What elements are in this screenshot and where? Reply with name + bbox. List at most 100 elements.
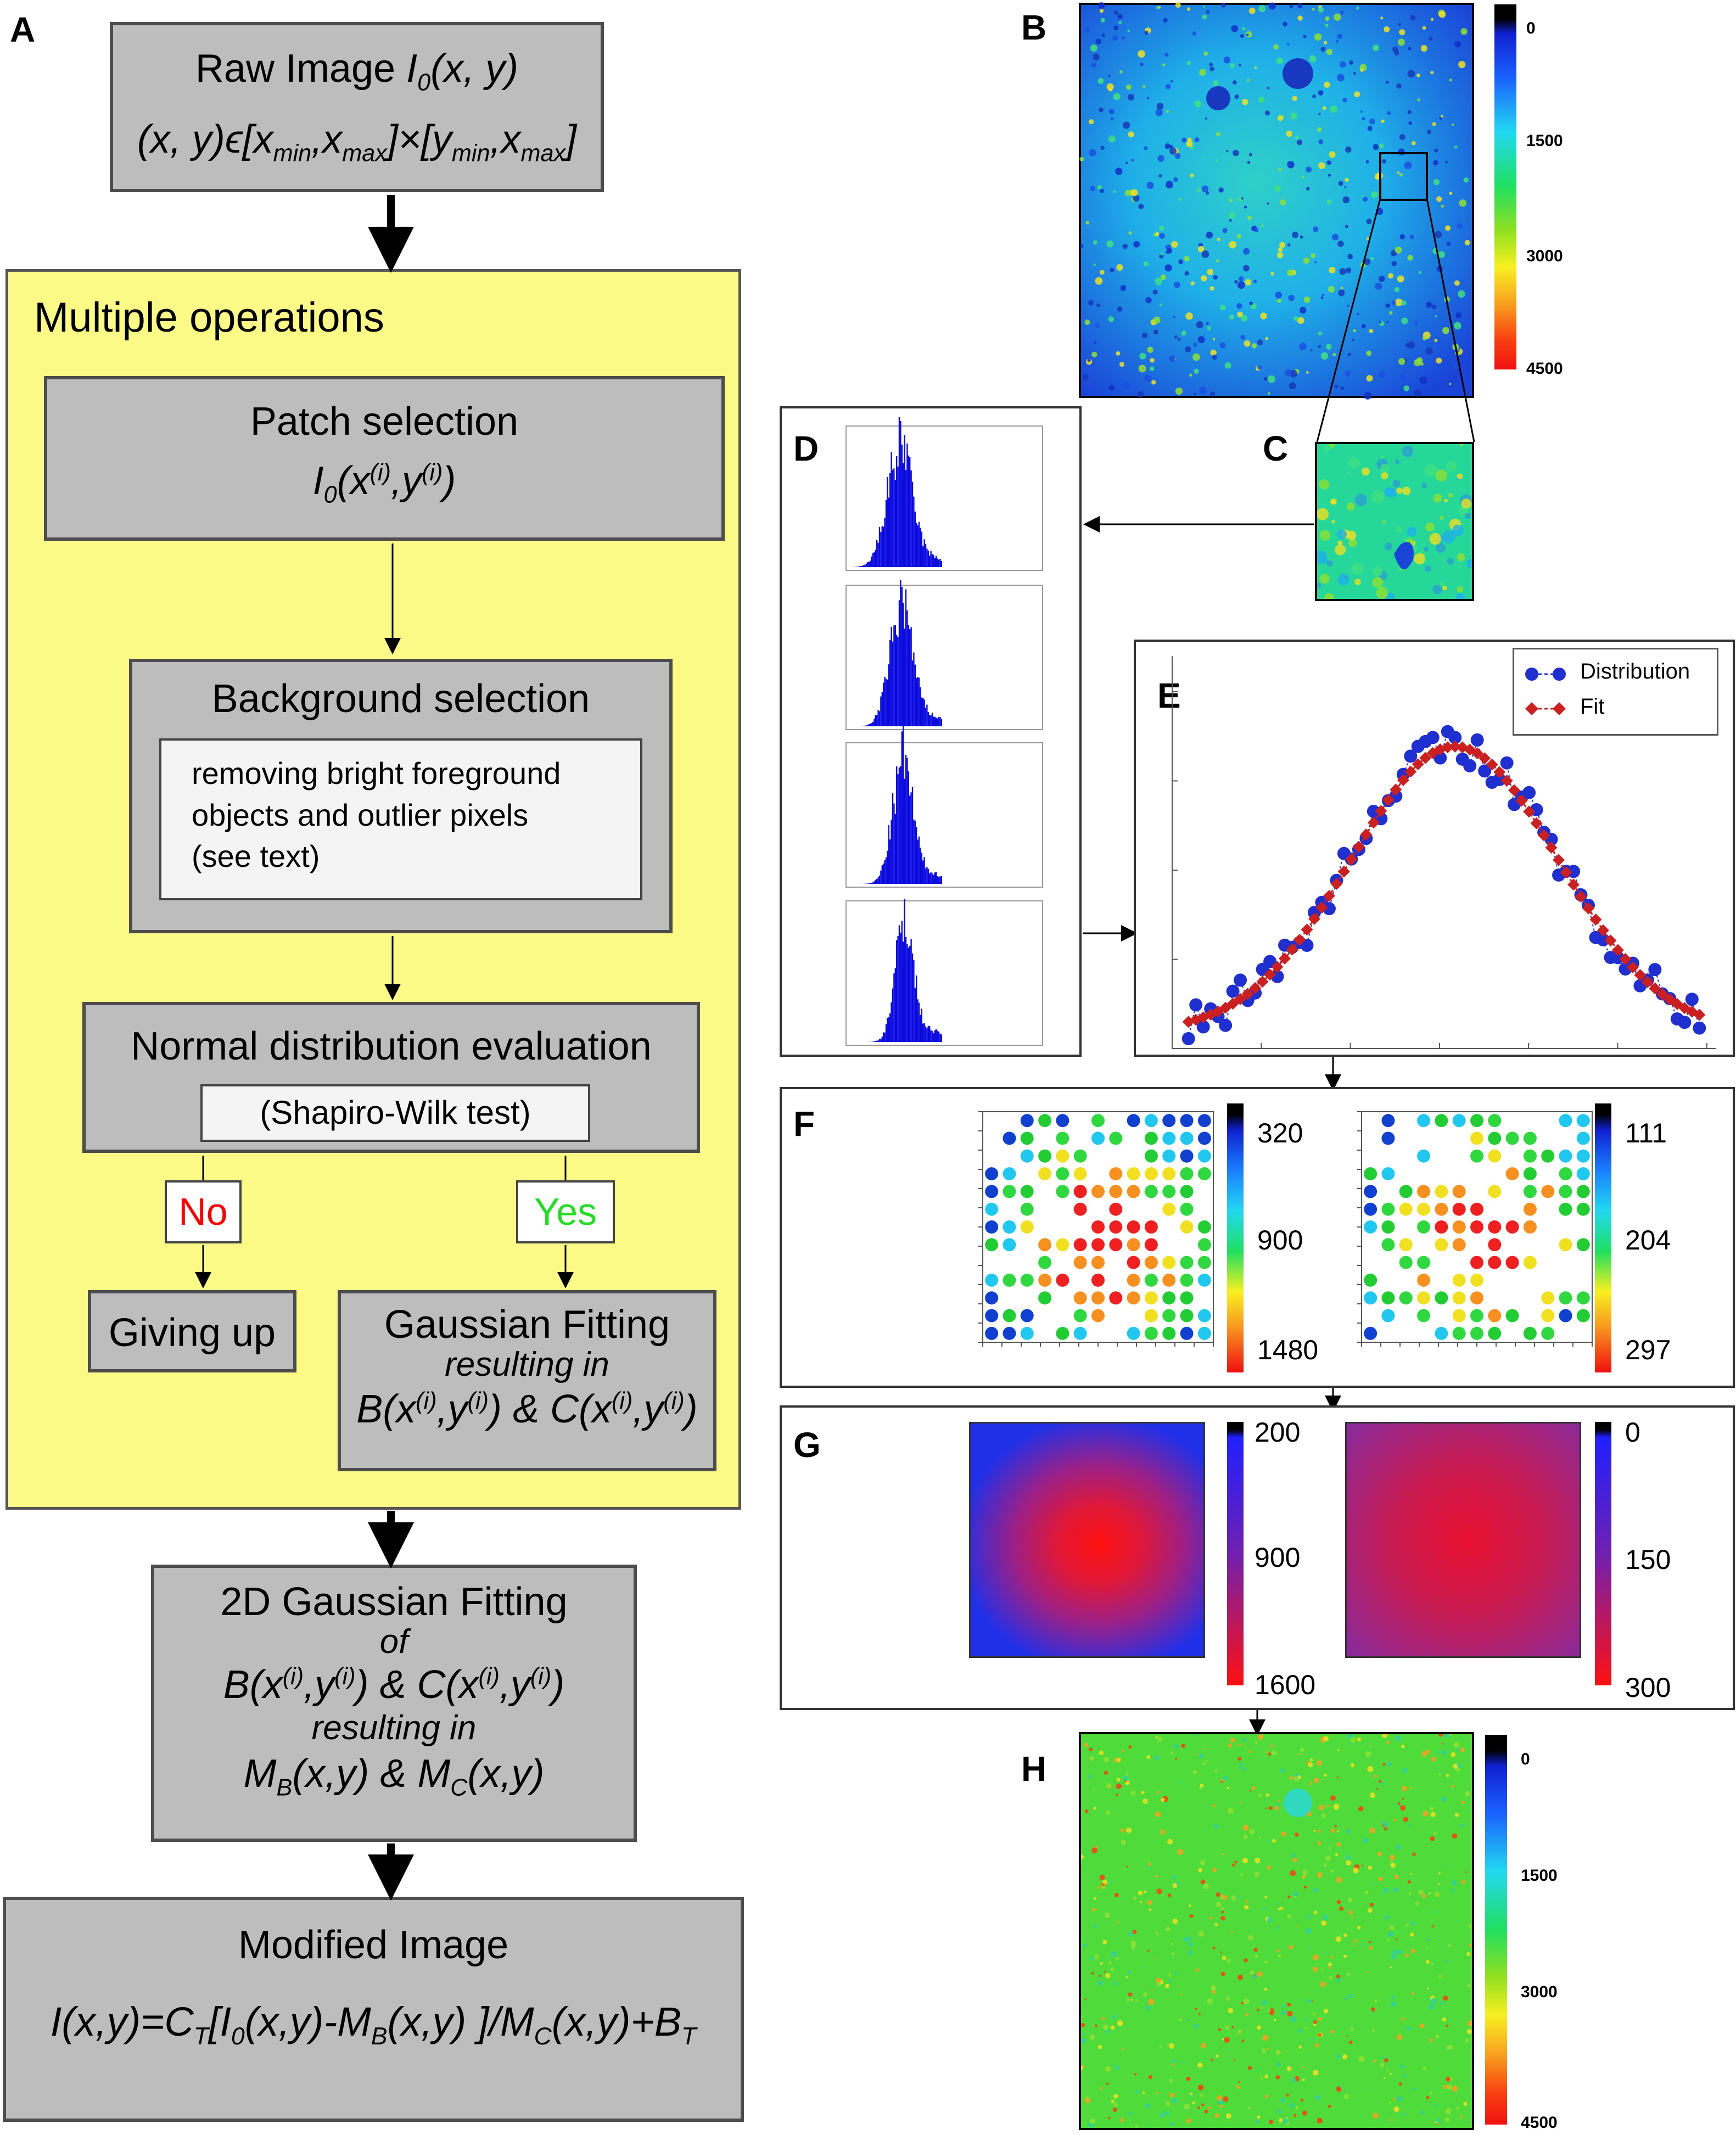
- histogram-bar: [896, 940, 898, 1042]
- histogram-bar: [870, 883, 871, 884]
- speckle: [1330, 1828, 1335, 1833]
- histogram-bar: [901, 731, 903, 884]
- distribution-point: [1219, 1018, 1233, 1032]
- histogram-bar: [909, 945, 911, 1042]
- histogram-bar: [914, 664, 916, 726]
- map-dot: [1197, 1309, 1211, 1323]
- speckle: [1287, 1895, 1291, 1899]
- speckle: [1297, 317, 1304, 324]
- map-dot: [1559, 1291, 1572, 1305]
- histogram-bar: [887, 477, 888, 567]
- gaussian-2d-resulting: resulting in: [311, 1708, 477, 1747]
- map-dot: [1127, 1291, 1140, 1305]
- map-dot: [1452, 1291, 1466, 1305]
- speckle: [1312, 2070, 1319, 2076]
- speckle: [1312, 1966, 1318, 1972]
- colorbar-h-tick-2: 3000: [1521, 1983, 1558, 2001]
- speckle: [1174, 335, 1178, 339]
- speckle: [1326, 1805, 1330, 1808]
- speckle: [1396, 1938, 1398, 1940]
- map-dot: [1523, 1149, 1537, 1163]
- histogram-bar: [917, 676, 919, 726]
- map-dot: [1576, 1167, 1590, 1181]
- fit-point: [1367, 816, 1380, 829]
- speckle: [1189, 373, 1192, 377]
- speckle: [1287, 2010, 1293, 2016]
- map-dot: [1576, 1185, 1590, 1198]
- speckle: [1382, 1763, 1386, 1766]
- map-dot: [1020, 1273, 1034, 1287]
- map-dot: [1576, 1238, 1590, 1252]
- map-dot: [1038, 1238, 1052, 1252]
- speckle: [1201, 2042, 1207, 2048]
- speckle: [1391, 1954, 1396, 1960]
- speckle: [1237, 1757, 1242, 1761]
- histogram-bar: [887, 850, 888, 884]
- map-dot: [1488, 1309, 1502, 1323]
- speckle: [1128, 231, 1132, 235]
- speckle: [1433, 494, 1442, 503]
- speckle: [1334, 1825, 1337, 1828]
- speckle: [1231, 1931, 1233, 1934]
- speckle: [1342, 97, 1347, 103]
- distribution-point: [1522, 786, 1536, 799]
- speckle: [1441, 204, 1444, 208]
- speckle: [1099, 189, 1104, 193]
- map-dot: [1020, 1131, 1034, 1145]
- speckle: [1253, 279, 1257, 283]
- speckle: [1398, 2082, 1402, 2086]
- speckle: [1323, 1863, 1328, 1867]
- histogram-bar: [868, 883, 870, 884]
- speckle: [1165, 2101, 1171, 2106]
- speckle: [1447, 2084, 1452, 2090]
- speckle: [1079, 156, 1084, 162]
- speckle: [1143, 1992, 1148, 1997]
- speckle: [1147, 1862, 1151, 1866]
- speckle: [1265, 1807, 1268, 1809]
- speckle: [1110, 2025, 1115, 2030]
- speckle: [1209, 63, 1213, 67]
- legend-fit: Fit: [1580, 694, 1605, 719]
- map-dot: [1197, 1256, 1211, 1269]
- speckle: [1366, 2087, 1369, 2089]
- speckle: [1408, 1823, 1412, 1826]
- histogram-bar: [911, 787, 914, 884]
- speckle: [1438, 1734, 1443, 1737]
- speckle: [1371, 191, 1379, 199]
- speckle: [1286, 2093, 1290, 2097]
- histogram-bar: [931, 1031, 933, 1042]
- speckle: [1366, 350, 1372, 356]
- speckle: [1402, 1786, 1407, 1791]
- speckle: [1335, 544, 1346, 556]
- speckle: [1160, 274, 1166, 281]
- speckle: [1222, 1895, 1228, 1901]
- speckle: [1302, 1869, 1308, 1875]
- speckle: [1168, 2043, 1174, 2049]
- speckle: [1395, 525, 1402, 533]
- map-dot: [1038, 1149, 1052, 1163]
- speckle: [1360, 110, 1363, 113]
- speckle: [1155, 1931, 1159, 1935]
- map-dot: [1020, 1326, 1034, 1340]
- speckle: [1217, 238, 1220, 242]
- speckle: [1147, 346, 1153, 353]
- map-dot: [1091, 1185, 1105, 1198]
- speckle: [1298, 2028, 1302, 2033]
- speckle: [1143, 261, 1149, 267]
- speckle: [1463, 2102, 1468, 2106]
- histogram-bar: [892, 988, 894, 1042]
- speckle: [1384, 487, 1394, 497]
- speckle: [1230, 63, 1235, 68]
- speckle: [1120, 1828, 1125, 1833]
- speckle: [1117, 306, 1123, 312]
- speckle: [1102, 1885, 1106, 1889]
- speckle: [1326, 48, 1332, 55]
- speckle: [1318, 331, 1322, 336]
- colorbar-f-left-tick-1: 900: [1257, 1225, 1303, 1256]
- speckle: [1221, 1852, 1224, 1856]
- speckle: [1128, 2111, 1132, 2116]
- fit-point: [1397, 774, 1409, 787]
- speckle: [1237, 2081, 1240, 2083]
- speckle: [1156, 2092, 1159, 2094]
- speckle: [1437, 1750, 1441, 1754]
